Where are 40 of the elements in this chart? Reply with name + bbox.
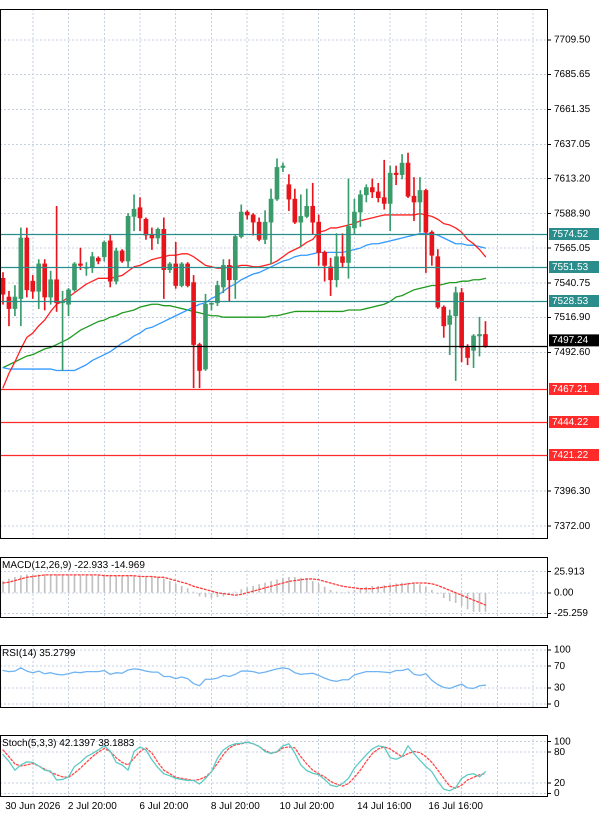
y-tick-label: -25.259 bbox=[554, 608, 588, 620]
chart-title: Stoch(5,3,3) 42.1397 38.1883 bbox=[2, 738, 135, 749]
y-tick-label: 30 bbox=[554, 682, 566, 694]
y-tick-label: 7661.35 bbox=[554, 104, 591, 116]
y-tick-label: 7540.75 bbox=[554, 278, 591, 289]
y-tick-label: 7588.90 bbox=[554, 208, 591, 220]
y-tick-label: 25.913 bbox=[554, 566, 586, 578]
x-tick-label: 6 Jul 20:00 bbox=[139, 800, 189, 812]
y-tick-label: 20 bbox=[554, 778, 566, 789]
y-tick-label: 7613.20 bbox=[554, 173, 591, 184]
y-tick-label: 0.00 bbox=[554, 588, 574, 599]
x-tick-label: 16 Jul 16:00 bbox=[428, 800, 484, 812]
y-tick-label: 0 bbox=[554, 698, 560, 710]
y-tick-label: 7565.05 bbox=[554, 242, 591, 254]
chart-title: MACD(12,26,9) -22.933 -14.969 bbox=[2, 560, 146, 571]
y-tick-label: 80 bbox=[554, 746, 566, 758]
y-tick-label: 70 bbox=[554, 660, 566, 672]
y-tick-label: 7492.60 bbox=[554, 347, 591, 358]
y-tick-label: 7685.65 bbox=[554, 69, 591, 80]
chart-title: RSI(14) 35.2799 bbox=[2, 648, 76, 659]
y-tick-label: 100 bbox=[554, 644, 572, 656]
ref-line-label: 7497.24 bbox=[552, 335, 589, 346]
y-tick-label: 7396.30 bbox=[554, 486, 591, 497]
x-tick-label: 8 Jul 20:00 bbox=[210, 800, 260, 812]
x-tick-label: 10 Jul 20:00 bbox=[280, 800, 334, 812]
y-tick-label: 7372.00 bbox=[554, 520, 591, 532]
ref-line-label: 7551.53 bbox=[552, 262, 589, 273]
ref-line-label: 7574.52 bbox=[552, 228, 589, 240]
ref-line-label: 7528.53 bbox=[552, 296, 589, 307]
x-tick-label: 2 Jul 20:00 bbox=[68, 800, 118, 812]
y-tick-label: 100 bbox=[554, 736, 572, 748]
y-tick-label: 0 bbox=[554, 788, 560, 800]
x-tick-label: 14 Jul 16:00 bbox=[356, 800, 412, 812]
ref-line-label: 7421.22 bbox=[552, 450, 589, 461]
y-tick-label: 7709.50 bbox=[554, 34, 591, 46]
x-tick-label: 30 Jun 2026 bbox=[5, 800, 61, 812]
ref-line-label: 7444.22 bbox=[552, 416, 589, 428]
y-tick-label: 7516.90 bbox=[554, 312, 591, 324]
y-tick-label: 7637.05 bbox=[554, 139, 591, 150]
ref-line-label: 7467.21 bbox=[552, 384, 589, 395]
